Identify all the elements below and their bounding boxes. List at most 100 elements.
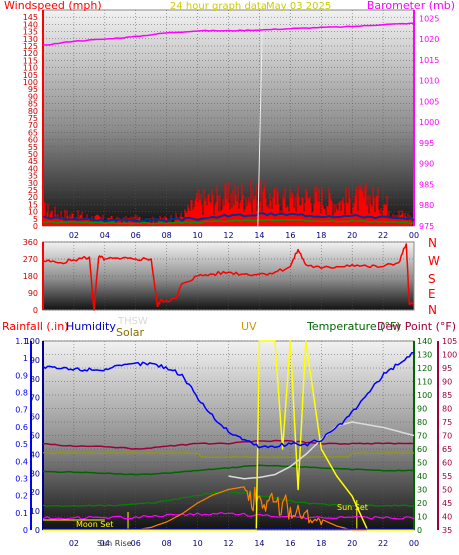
temperature-tick-labels: 0 10 20 30 40 50 60 70 80 90 100 110 120 130 140: [417, 337, 432, 535]
compass-label: N: [428, 303, 437, 317]
dew-point-line: [42, 439, 415, 450]
hour-tick-label: 00: [409, 231, 419, 240]
windspeed-tick-label: 70: [28, 121, 38, 130]
hour-tick-label: 18: [316, 231, 326, 240]
dew-point-tick-label: 95: [442, 364, 452, 373]
temperature-tick-label: 30: [417, 486, 427, 495]
graph-title: 24 hour graph data: [170, 1, 267, 12]
rainfall-tick-label: 0: [23, 526, 28, 535]
hour-tick-label: 22: [378, 231, 388, 240]
hour-tick-label: 12: [223, 539, 233, 548]
humidity-tick-label: 30: [30, 469, 40, 478]
windspeed-tick-label: 105: [23, 71, 38, 80]
compass-label: S: [428, 272, 436, 286]
windspeed-tick-labels: 0510152025303540455055606570758085909510…: [23, 13, 38, 231]
windspeed-tick-label: 140: [23, 20, 38, 29]
windspeed-tick-label: 60: [28, 136, 38, 145]
windspeed-axis-title: Windspeed (mph): [4, 0, 102, 12]
wind-lull-line: [42, 218, 415, 225]
humidity-tick-label: 100: [25, 337, 40, 346]
rainfall-tick-label: 0.8: [15, 389, 28, 398]
dew-point-tick-label: 60: [442, 459, 452, 468]
dew-point-tick-label: 90: [442, 378, 452, 387]
temperature-tick-label: 70: [417, 432, 427, 441]
rainfall-tick-label: 0.3: [15, 474, 28, 483]
windspeed-tick-label: 25: [28, 186, 38, 195]
temperature-tick-label: 0: [417, 526, 422, 535]
barometer-tick-label: 1015: [419, 56, 439, 65]
temperature-tick-label: 120: [417, 364, 432, 373]
rainfall-tick-label: 1.1: [15, 337, 28, 346]
dew-point-tick-label: 65: [442, 445, 452, 454]
hour-tick-label: 22: [378, 539, 388, 548]
barometer-axis-title: Barometer (mb): [367, 0, 455, 12]
hour-tick-label: 10: [192, 231, 202, 240]
humidity-tick-label: 80: [30, 375, 40, 384]
windspeed-tick-label: 0: [33, 222, 38, 231]
rain-humidity-temp-panel: 0 0.1 0.2 0.3 0.4 0.5 0.6 0.7 0.8 0.9 1 1.1 0 10 20 30…: [2, 316, 457, 548]
temperature-tick-label: 50: [417, 459, 427, 468]
hour-tick-label: 14: [254, 539, 264, 548]
hour-tick-label: 16: [285, 231, 295, 240]
hour-tick-label: 12: [223, 231, 233, 240]
sun-rise-annotation: Sun Rise: [97, 539, 132, 548]
panel1-hour-tick-labels: 02 04 06 08 10 12 14 16 18 20 22 00: [69, 231, 419, 240]
barometer-tick-labels: 975 980 985 990 995 1000 1005 1010 1015 1020 1025: [419, 14, 439, 231]
rainfall-tick-label: 0.5: [15, 440, 28, 449]
barometer-tick-label: 1025: [419, 14, 439, 23]
windspeed-tick-label: 5: [33, 215, 38, 224]
windspeed-tick-label: 95: [28, 85, 38, 94]
rainfall-tick-labels: 0 0.1 0.2 0.3 0.4 0.5 0.6 0.7 0.8 0.9 1 1.1: [15, 337, 28, 535]
dew-point-tick-label: 105: [442, 337, 457, 346]
windspeed-tick-label: 50: [28, 150, 38, 159]
humidity-label: Humidity: [66, 320, 116, 333]
hour-tick-label: 00: [409, 539, 419, 548]
rainfall-tick-label: 0.7: [15, 406, 28, 415]
temperature-tick-label: 60: [417, 445, 427, 454]
humidity-tick-label: 0: [35, 526, 40, 535]
panel3-series: [42, 340, 415, 531]
windspeed-tick-label: 75: [28, 114, 38, 123]
compass-label: N: [428, 236, 437, 250]
hour-tick-label: 16: [285, 539, 295, 548]
dew-point-tick-label: 70: [442, 432, 452, 441]
hour-tick-label: 08: [162, 539, 172, 548]
solar-line: [135, 486, 367, 531]
barometer-tick-label: 1020: [419, 35, 439, 44]
rainfall-axis-title: Rainfall (.in): [2, 320, 69, 333]
dew-point-tick-label: 50: [442, 486, 452, 495]
hour-tick-label: 20: [347, 231, 357, 240]
windspeed-tick-label: 35: [28, 172, 38, 181]
dew-point-tick-label: 80: [442, 405, 452, 414]
direction-tick-label: 90: [28, 289, 38, 298]
direction-tick-label: 270: [23, 255, 38, 264]
panel2-series: [42, 243, 415, 311]
humidity-tick-label: 70: [30, 394, 40, 403]
rainfall-tick-label: 0.6: [15, 423, 28, 432]
hour-tick-label: 06: [131, 539, 141, 548]
direction-tick-label: 180: [23, 272, 38, 281]
direction-tick-label: 0: [33, 306, 38, 315]
solar-energy-line: [42, 491, 415, 507]
uv-label: UV: [241, 320, 257, 333]
humidity-tick-label: 40: [30, 450, 40, 459]
barometer-line: [42, 22, 415, 46]
hour-tick-label: 02: [69, 231, 79, 240]
humidity-tick-label: 90: [30, 356, 40, 365]
temperature-tick-label: 90: [417, 405, 427, 414]
windspeed-tick-label: 90: [28, 92, 38, 101]
windspeed-tick-label: 130: [23, 35, 38, 44]
windspeed-tick-label: 65: [28, 128, 38, 137]
panel1-gridlines: [43, 10, 414, 227]
rainfall-tick-label: 0.2: [15, 492, 28, 501]
rainfall-tick-label: 1: [23, 354, 28, 363]
dew-point-tick-label: 75: [442, 418, 452, 427]
dew-point-tick-labels: 35 40 45 50 55 60 65 70 75 80 85 90 95 100 105: [442, 337, 457, 535]
windspeed-tick-label: 80: [28, 107, 38, 116]
temperature-tick-label: 40: [417, 472, 427, 481]
windspeed-tick-label: 15: [28, 200, 38, 209]
windspeed-tick-label: 135: [23, 28, 38, 37]
windspeed-tick-label: 45: [28, 157, 38, 166]
